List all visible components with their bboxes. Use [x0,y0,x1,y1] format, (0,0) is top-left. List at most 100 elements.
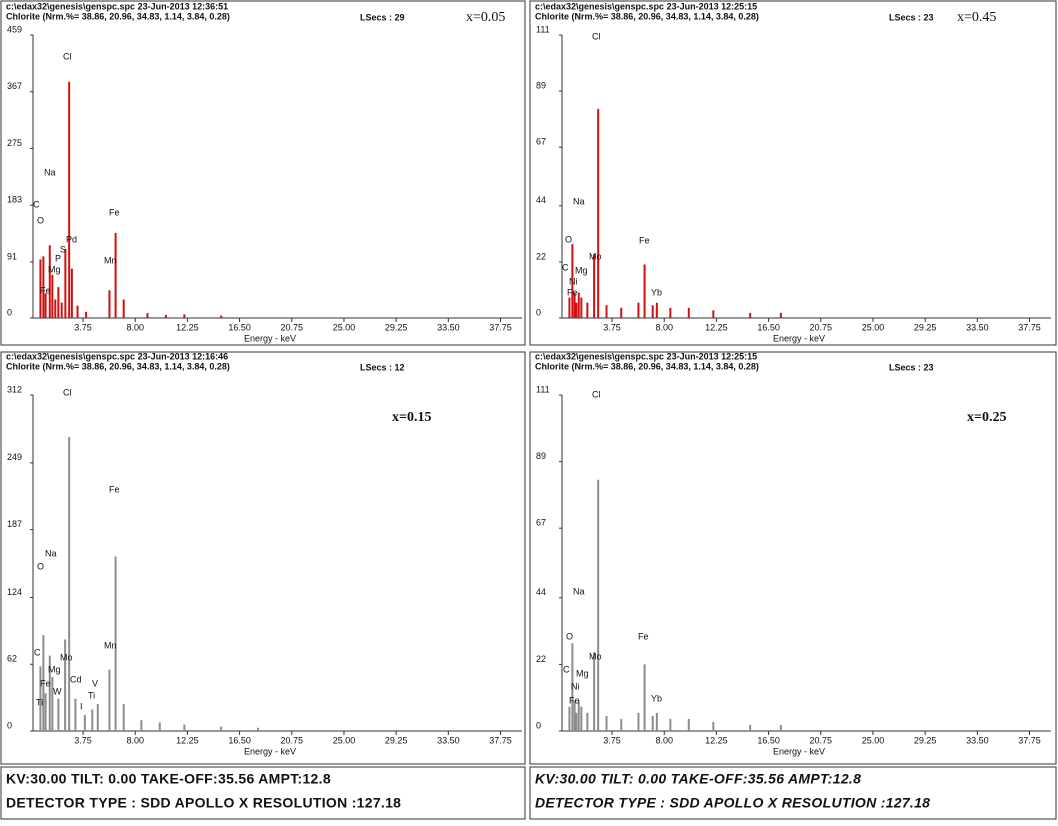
element-label: C [34,647,41,657]
x-tick-label: 25.00 [333,322,356,332]
element-label: Fe [109,207,120,217]
x-tick-label: 16.50 [228,322,251,332]
x-tick-label: 20.75 [281,735,304,745]
x-tick-label: 12.25 [705,322,728,332]
x-tick-label: 33.50 [437,322,460,332]
element-label: Pd [66,234,77,244]
header: c:\edax32\genesis\genspc.spc 23-Jun-2013… [535,1,757,11]
sample-label: x=0.15 [392,410,431,425]
footer-line: KV:30.00 TILT: 0.00 TAKE-OFF:35.56 AMPT:… [6,771,331,787]
header: c:\edax32\genesis\genspc.spc 23-Jun-2013… [6,1,228,11]
element-label: Cd [70,674,82,684]
element-label: Ti [88,690,95,700]
sample-label: x=0.05 [466,10,505,25]
header: c:\edax32\genesis\genspc.spc 23-Jun-2013… [6,351,228,361]
element-label: Mg [48,264,61,274]
y-tick-label: 89 [536,451,546,461]
element-label: Mn [104,640,117,650]
x-tick-label: 16.50 [228,735,251,745]
subheader: Chlorite (Nrm.%= 38.86, 20.96, 34.83, 1.… [535,361,759,371]
element-label: Cl [592,31,601,41]
y-tick-label: 124 [7,587,22,597]
element-label: I [80,701,83,711]
x-tick-label: 3.75 [603,322,621,332]
y-tick-label: 249 [7,452,22,462]
x-axis-title: Energy - keV [244,333,296,343]
element-label: Na [44,167,56,177]
element-label: Ni [569,276,578,286]
panel-frame [0,0,526,346]
footer-frame [0,766,526,820]
element-label: Mg [48,664,61,674]
x-axis-title: Energy - keV [244,746,296,756]
y-tick-label: 91 [7,251,17,261]
panel-frame [529,0,1057,346]
y-tick-label: 62 [7,654,17,664]
x-tick-label: 8.00 [655,735,673,745]
x-tick-label: 33.50 [966,735,989,745]
x-tick-label: 37.75 [489,735,512,745]
subheader: Chlorite (Nrm.%= 38.86, 20.96, 34.83, 1.… [535,11,759,21]
element-label: Cl [592,389,601,399]
subheader: Chlorite (Nrm.%= 38.86, 20.96, 34.83, 1.… [6,361,230,371]
element-label: V [92,678,98,688]
footer-frame [529,766,1057,820]
x-tick-label: 8.00 [126,735,144,745]
element-label: Fe [639,235,650,245]
lsecs: LSecs : 23 [889,12,934,22]
y-tick-label: 111 [536,384,550,394]
x-tick-label: 33.50 [437,735,460,745]
y-tick-label: 22 [536,654,546,664]
element-label: Mn [104,255,117,265]
panel-frame [529,351,1057,765]
x-tick-label: 12.25 [176,735,199,745]
element-label: Fe [638,631,649,641]
element-label: Yb [651,693,662,703]
x-tick-label: 25.00 [862,735,885,745]
header: c:\edax32\genesis\genspc.spc 23-Jun-2013… [535,351,757,361]
x-tick-label: 29.25 [385,735,408,745]
element-label: O [565,234,572,244]
element-label: O [37,561,44,571]
panel-frame [0,351,526,765]
y-tick-label: 89 [536,80,546,90]
element-label: P [55,253,61,263]
element-label: Cl [63,387,72,397]
element-label: S [60,244,66,254]
element-label: Cl [63,51,72,61]
x-tick-label: 20.75 [810,322,833,332]
y-tick-label: 187 [7,519,22,529]
element-label: Na [573,586,585,596]
element-label: Ni [571,681,580,691]
y-tick-label: 44 [536,587,546,597]
y-tick-label: 22 [536,251,546,261]
footer-line: KV:30.00 TILT: 0.00 TAKE-OFF:35.56 AMPT:… [535,771,861,787]
y-tick-label: 183 [7,195,22,205]
element-label: Ti [36,697,43,707]
sample-label: x=0.45 [957,10,996,25]
y-tick-label: 459 [7,24,22,34]
footer-line: DETECTOR TYPE : SDD APOLLO X RESOLUTION … [535,795,930,811]
element-label: Yb [651,287,662,297]
y-tick-label: 67 [536,137,546,147]
x-tick-label: 20.75 [281,322,304,332]
element-label: Mo [589,651,602,661]
x-tick-label: 29.25 [385,322,408,332]
x-tick-label: 12.25 [176,322,199,332]
x-tick-label: 25.00 [862,322,885,332]
element-label: Fe [567,287,578,297]
element-label: O [566,631,573,641]
footer-line: DETECTOR TYPE : SDD APOLLO X RESOLUTION … [6,795,401,811]
element-label: C [563,664,570,674]
x-tick-label: 33.50 [966,322,989,332]
y-tick-label: 111 [536,24,550,34]
element-label: Na [45,548,57,558]
y-tick-label: 0 [7,720,12,730]
element-label: Mo [60,652,73,662]
x-tick-label: 29.25 [914,735,937,745]
y-tick-label: 44 [536,195,546,205]
element-label: Fe [109,484,120,494]
x-tick-label: 20.75 [810,735,833,745]
x-tick-label: 3.75 [603,735,621,745]
